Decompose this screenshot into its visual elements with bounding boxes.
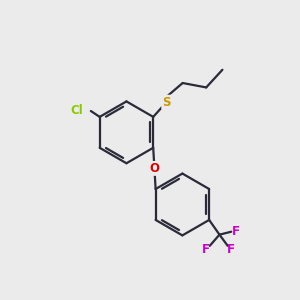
Text: F: F — [227, 243, 235, 256]
Text: S: S — [162, 96, 171, 109]
Text: F: F — [232, 225, 240, 238]
Text: F: F — [202, 243, 210, 256]
Text: Cl: Cl — [71, 104, 83, 118]
Text: O: O — [149, 162, 159, 175]
